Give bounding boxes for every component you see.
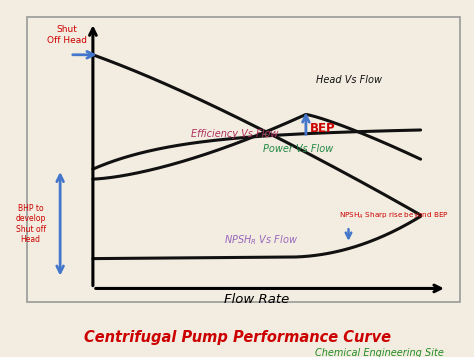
Text: Efficiency Vs Flow: Efficiency Vs Flow bbox=[191, 129, 279, 139]
Text: Flow Rate: Flow Rate bbox=[224, 293, 289, 306]
Text: NPSH$_R$ Vs Flow: NPSH$_R$ Vs Flow bbox=[224, 233, 298, 247]
Text: Chemical Engineering Site: Chemical Engineering Site bbox=[315, 348, 444, 357]
Text: Power Vs Flow: Power Vs Flow bbox=[263, 144, 334, 154]
Text: Head Vs Flow: Head Vs Flow bbox=[316, 75, 382, 85]
Text: NPSH$_A$ Sharp rise beyond BEP: NPSH$_A$ Sharp rise beyond BEP bbox=[339, 211, 449, 221]
Text: BHP to
develop
Shut off
Head: BHP to develop Shut off Head bbox=[16, 204, 46, 244]
Text: Centrifugal Pump Performance Curve: Centrifugal Pump Performance Curve bbox=[83, 330, 391, 345]
Text: Shut
Off Head: Shut Off Head bbox=[46, 25, 87, 45]
Text: BEP: BEP bbox=[310, 122, 335, 135]
